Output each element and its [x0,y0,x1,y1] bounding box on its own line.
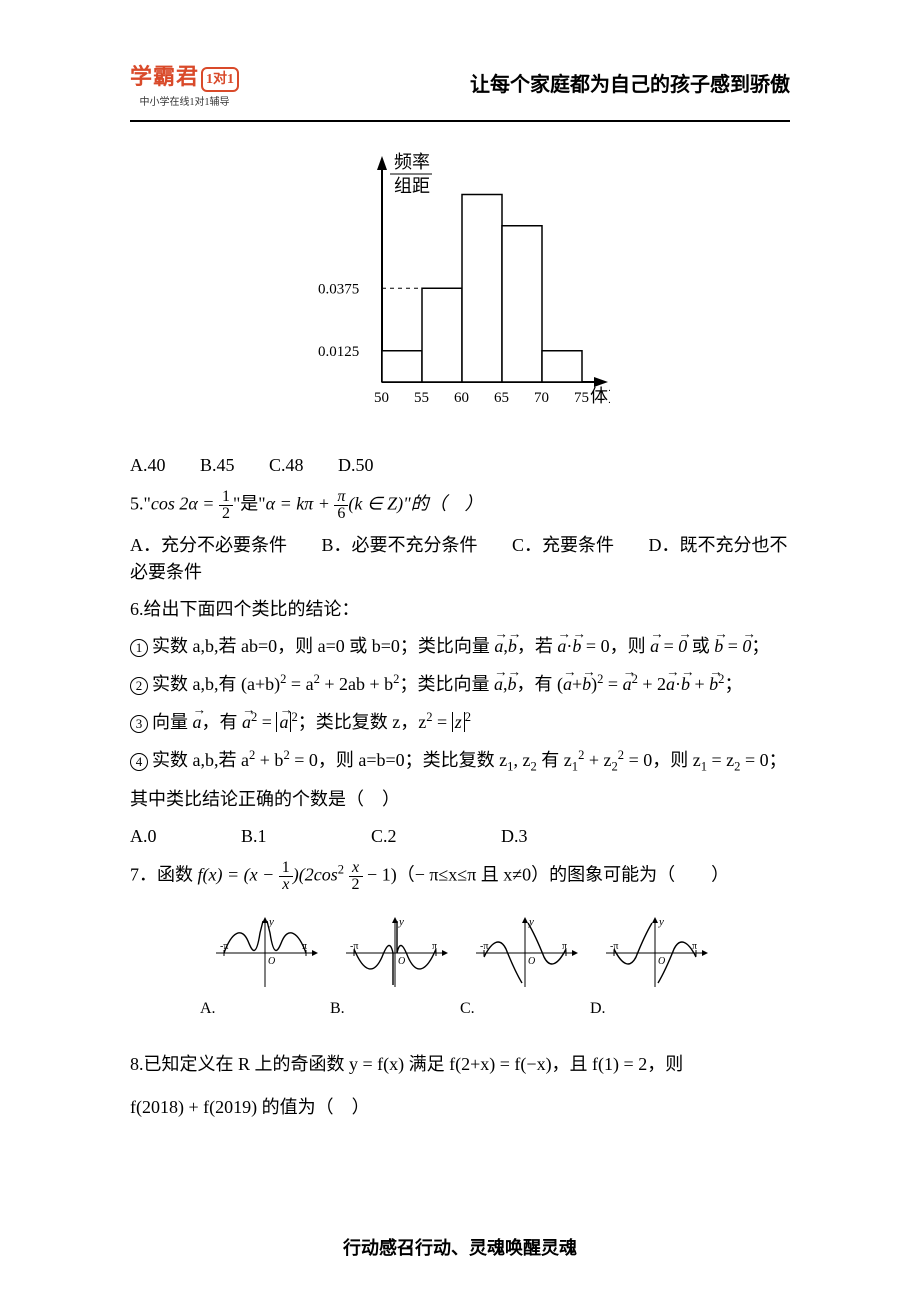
plot-a: yO-ππA. [210,913,320,1021]
plot-b: yO-ππB. [340,913,450,1021]
opt-b: B.1 [241,826,267,846]
circle-3: 3 [130,715,148,733]
q8-line2: f(2018) + f(2019) 的值为（ ） [130,1094,790,1121]
opt-c: C.48 [269,455,304,475]
q6-item3: 3向量 a，有 a2 = a2；类比复数 z，z2 = z2 [130,708,790,736]
q6-item1: 1实数 a,b,若 ab=0，则 a=0 或 b=0；类比向量 a,b，若 a·… [130,633,790,660]
svg-text:75: 75 [574,390,589,406]
q6-tail: 其中类比结论正确的个数是（ ） [130,786,790,813]
svg-text:55: 55 [414,390,429,406]
q5-stem: 5."cos 2α = 12"是"α = kπ + π6(k ∈ Z)"的（ ） [130,489,790,522]
header-rule [130,120,790,122]
opt-b: B.45 [200,455,235,475]
svg-text:组距: 组距 [394,176,430,196]
logo-main-text: 学霸君 [130,64,199,89]
q6-options: A.0 B.1 C.2 D.3 [130,823,790,850]
svg-text:0.0375: 0.0375 [318,281,359,297]
page-header: 学霸君1对1 中小学在线1对1辅导 让每个家庭都为自己的孩子感到骄傲 [130,60,790,110]
q6-item2: 2实数 a,b,有 (a+b)2 = a2 + 2ab + b2；类比向量 a,… [130,670,790,698]
opt-d: D.3 [501,826,528,846]
circle-2: 2 [130,677,148,695]
page-footer: 行动感召行动、灵魂唤醒灵魂 [0,1235,920,1262]
q8-line1: 8.已知定义在 R 上的奇函数 y = f(x) 满足 f(2+x) = f(−… [130,1051,790,1078]
logo: 学霸君1对1 中小学在线1对1辅导 [130,60,239,110]
svg-text:O: O [268,956,275,967]
opt-a: A.40 [130,455,166,475]
opt-b: B．必要不充分条件 [322,535,478,555]
q7-stem: 7．函数 f(x) = (x − 1x)(2cos2 x2 − 1)（− π≤x… [130,860,790,893]
header-slogan: 让每个家庭都为自己的孩子感到骄傲 [470,70,790,100]
opt-c: C．充要条件 [512,535,614,555]
circle-4: 4 [130,753,148,771]
q6-stem: 6.给出下面四个类比的结论： [130,596,790,623]
svg-text:70: 70 [534,390,549,406]
q6-item4: 4实数 a,b,若 a2 + b2 = 0，则 a=b=0；类比复数 z1, z… [130,746,790,776]
svg-text:y: y [658,916,664,928]
svg-text:65: 65 [494,390,509,406]
svg-text:60: 60 [454,390,469,406]
opt-c: C.2 [371,826,397,846]
svg-text:O: O [398,956,405,967]
opt-d: D.50 [338,455,374,475]
logo-badge: 1对1 [201,67,239,92]
plot-d: yO-ππD. [600,913,710,1021]
svg-text:0.0125: 0.0125 [318,344,359,360]
circle-1: 1 [130,639,148,657]
opt-a: A．充分不必要条件 [130,535,287,555]
histogram-chart: 频率组距体重 0.0125 0.0375 50 55 60 65 70 75 [130,142,790,422]
q7-plots: yO-ππA. yO-ππB. yO-ππC. yO-ππD. [130,913,790,1021]
svg-text:频率: 频率 [394,152,430,172]
q5-options: A．充分不必要条件 B．必要不充分条件 C．充要条件 D．既不充分也不必要条件 [130,532,790,586]
plot-c: yO-ππC. [470,913,580,1021]
logo-subtitle: 中小学在线1对1辅导 [140,95,230,110]
q4-options: A.40 B.45 C.48 D.50 [130,452,790,479]
svg-text:50: 50 [374,390,389,406]
svg-text:O: O [658,956,665,967]
opt-a: A.0 [130,826,157,846]
svg-text:y: y [528,916,534,928]
svg-text:y: y [398,916,404,928]
svg-text:体重: 体重 [590,386,610,406]
svg-text:O: O [528,956,535,967]
